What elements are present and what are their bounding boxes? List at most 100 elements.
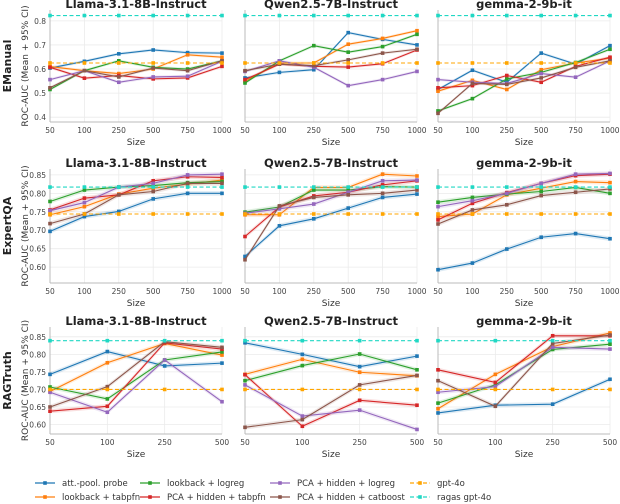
data-point xyxy=(415,368,419,372)
data-point xyxy=(48,185,52,189)
data-point xyxy=(608,47,612,52)
data-point xyxy=(436,222,440,226)
data-point xyxy=(48,212,52,216)
series-pca-hidden-catboost xyxy=(436,186,612,227)
data-point xyxy=(48,405,52,409)
data-point xyxy=(436,212,440,216)
data-point xyxy=(300,417,305,422)
data-point xyxy=(436,13,440,18)
data-point xyxy=(48,387,52,392)
data-point xyxy=(550,341,555,346)
series-pca-hidden-catboost xyxy=(243,373,419,430)
data-point xyxy=(357,383,362,387)
legend-marker xyxy=(148,481,152,485)
ci-band xyxy=(50,64,222,81)
series-line xyxy=(49,54,223,75)
subplot-expertqa-1: Llama-3.1-8B-Instruct 50 100 250 500 750 1000 S… xyxy=(1,156,232,309)
data-point xyxy=(470,195,475,200)
data-point xyxy=(573,75,578,79)
data-point xyxy=(539,212,543,216)
data-point xyxy=(312,188,316,192)
y-tick-label: 0.8 xyxy=(34,17,46,26)
data-point xyxy=(117,52,121,56)
data-point xyxy=(380,36,385,41)
data-point xyxy=(105,404,110,409)
data-point xyxy=(346,83,350,88)
data-point xyxy=(243,372,247,377)
data-point xyxy=(277,70,282,75)
data-point xyxy=(573,179,578,184)
data-point xyxy=(82,185,87,189)
y-tick-label: 0.70 xyxy=(29,385,46,394)
ci-band xyxy=(50,340,222,414)
data-point xyxy=(415,185,419,189)
y-axis-label: ROC-AUC (Mean + 95% CI) xyxy=(21,320,31,441)
ci-band xyxy=(245,177,417,216)
data-point xyxy=(470,201,475,206)
subplot-title: Llama-3.1-8B-Instruct xyxy=(65,156,207,170)
data-point xyxy=(151,77,155,81)
ci-band xyxy=(438,171,610,223)
series-line xyxy=(244,33,418,84)
legend-label: PCA + hidden + tabpfn xyxy=(167,493,266,503)
ci-band xyxy=(438,332,610,409)
y-tick-label: 0.6 xyxy=(34,65,46,74)
x-tick-label: 500 xyxy=(410,438,425,447)
ci-band xyxy=(245,171,417,217)
data-point xyxy=(220,51,224,55)
data-point xyxy=(185,13,190,18)
data-point xyxy=(117,212,121,216)
legend-label: att.-pool. probe xyxy=(62,479,128,489)
x-axis-label: Size xyxy=(515,138,534,148)
data-point xyxy=(436,378,440,383)
data-point xyxy=(436,267,440,272)
data-point xyxy=(608,333,612,337)
data-point xyxy=(82,188,87,192)
series-ragas-gpt-4o xyxy=(48,185,224,189)
series-line xyxy=(244,353,418,382)
subplot-title: gemma-2-9b-it xyxy=(476,0,572,11)
data-point xyxy=(300,352,305,357)
subplot-expertqa-3: gemma-2-9b-it 50 100 250 500 750 1000 Size xyxy=(433,156,620,309)
data-point xyxy=(277,224,282,228)
data-point xyxy=(505,212,509,216)
data-point xyxy=(117,185,121,189)
data-point xyxy=(493,338,498,343)
data-point xyxy=(573,231,578,236)
data-point xyxy=(48,85,52,90)
data-point xyxy=(550,338,555,343)
data-point xyxy=(608,180,612,185)
subplot-title: Qwen2.5-7B-Instruct xyxy=(264,314,399,328)
x-tick-label: 100 xyxy=(272,126,287,135)
data-point xyxy=(220,181,224,186)
series-att-pool-probe xyxy=(48,349,224,377)
series-line xyxy=(49,49,223,69)
ci-band xyxy=(50,59,222,91)
data-point xyxy=(380,195,385,200)
series-line xyxy=(49,60,223,89)
series-line xyxy=(437,60,611,85)
data-point xyxy=(105,397,110,401)
data-point xyxy=(415,13,419,18)
series-line xyxy=(437,48,611,112)
x-axis-label: Size xyxy=(515,299,534,309)
data-point xyxy=(151,13,155,18)
x-axis-label: Size xyxy=(322,450,341,460)
data-point xyxy=(117,209,121,214)
series-line xyxy=(437,233,611,271)
x-tick-label: 50 xyxy=(45,287,55,296)
x-tick-label: 500 xyxy=(534,126,549,135)
x-tick-label: 100 xyxy=(488,438,503,447)
data-point xyxy=(346,190,350,195)
data-point xyxy=(608,187,612,191)
data-point xyxy=(312,43,316,48)
data-point xyxy=(608,236,612,241)
data-point xyxy=(346,50,350,54)
data-point xyxy=(470,208,475,212)
data-point xyxy=(151,61,155,65)
data-point xyxy=(505,82,509,87)
series-gpt-4o xyxy=(436,61,612,65)
y-tick-label: 0.60 xyxy=(29,421,46,430)
x-tick-label: 250 xyxy=(353,438,368,447)
